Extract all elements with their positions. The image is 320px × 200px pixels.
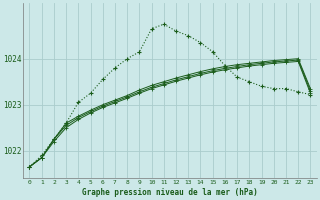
X-axis label: Graphe pression niveau de la mer (hPa): Graphe pression niveau de la mer (hPa) (82, 188, 258, 197)
